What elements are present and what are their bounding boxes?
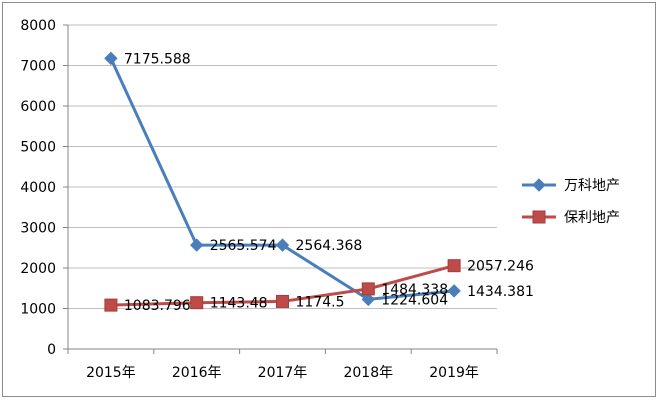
y-tick-label: 1000 bbox=[20, 302, 56, 318]
y-tick-label: 4000 bbox=[20, 180, 56, 196]
x-tick-label: 2018年 bbox=[343, 365, 393, 381]
data-point bbox=[104, 51, 118, 66]
y-tick-label: 2000 bbox=[20, 261, 56, 277]
data-point bbox=[361, 282, 375, 296]
data-point bbox=[189, 238, 204, 252]
y-tick-label: 8000 bbox=[20, 18, 56, 34]
data-point bbox=[276, 294, 289, 308]
data-label: 1143.48 bbox=[210, 296, 268, 312]
data-label: 7175.588 bbox=[124, 51, 191, 67]
data-label: 1484.338 bbox=[381, 282, 448, 298]
data-label: 2564.368 bbox=[296, 238, 363, 254]
y-tick-label: 7000 bbox=[20, 59, 56, 75]
data-point bbox=[275, 238, 290, 252]
data-label: 1174.5 bbox=[296, 294, 345, 310]
series-1-points: 7175.588 2565.574 2564.368 1224.604 1434.381 bbox=[104, 51, 534, 308]
data-label: 2565.574 bbox=[210, 238, 277, 254]
x-tick-label: 2017年 bbox=[258, 365, 308, 381]
legend-marker bbox=[532, 178, 546, 192]
series-line bbox=[109, 57, 455, 301]
y-tick-label: 6000 bbox=[20, 99, 56, 115]
legend-label: 保利地产 bbox=[564, 210, 620, 226]
y-tick-label: 0 bbox=[47, 342, 56, 358]
data-label: 2057.246 bbox=[467, 259, 534, 275]
data-point bbox=[361, 292, 376, 307]
series-1 bbox=[109, 57, 455, 301]
series-2-points: 1083.796 1143.48 1174.5 1484.338 2057.246 bbox=[104, 259, 534, 314]
x-tick-label: 2016年 bbox=[172, 365, 222, 381]
data-label: 1224.604 bbox=[381, 292, 448, 308]
data-label: 1083.796 bbox=[124, 298, 191, 314]
x-tick-label: 2019年 bbox=[429, 365, 479, 381]
legend-marker bbox=[532, 210, 546, 224]
legend-label: 万科地产 bbox=[564, 178, 620, 194]
data-point bbox=[104, 298, 118, 312]
chart-frame bbox=[2, 2, 656, 397]
y-tick-label: 5000 bbox=[20, 140, 56, 156]
y-tick-label: 3000 bbox=[20, 221, 56, 237]
data-label: 1434.381 bbox=[467, 284, 534, 300]
data-point bbox=[447, 284, 461, 298]
x-tick-label: 2015年 bbox=[86, 365, 136, 381]
data-point bbox=[190, 296, 204, 310]
data-point bbox=[447, 259, 461, 273]
